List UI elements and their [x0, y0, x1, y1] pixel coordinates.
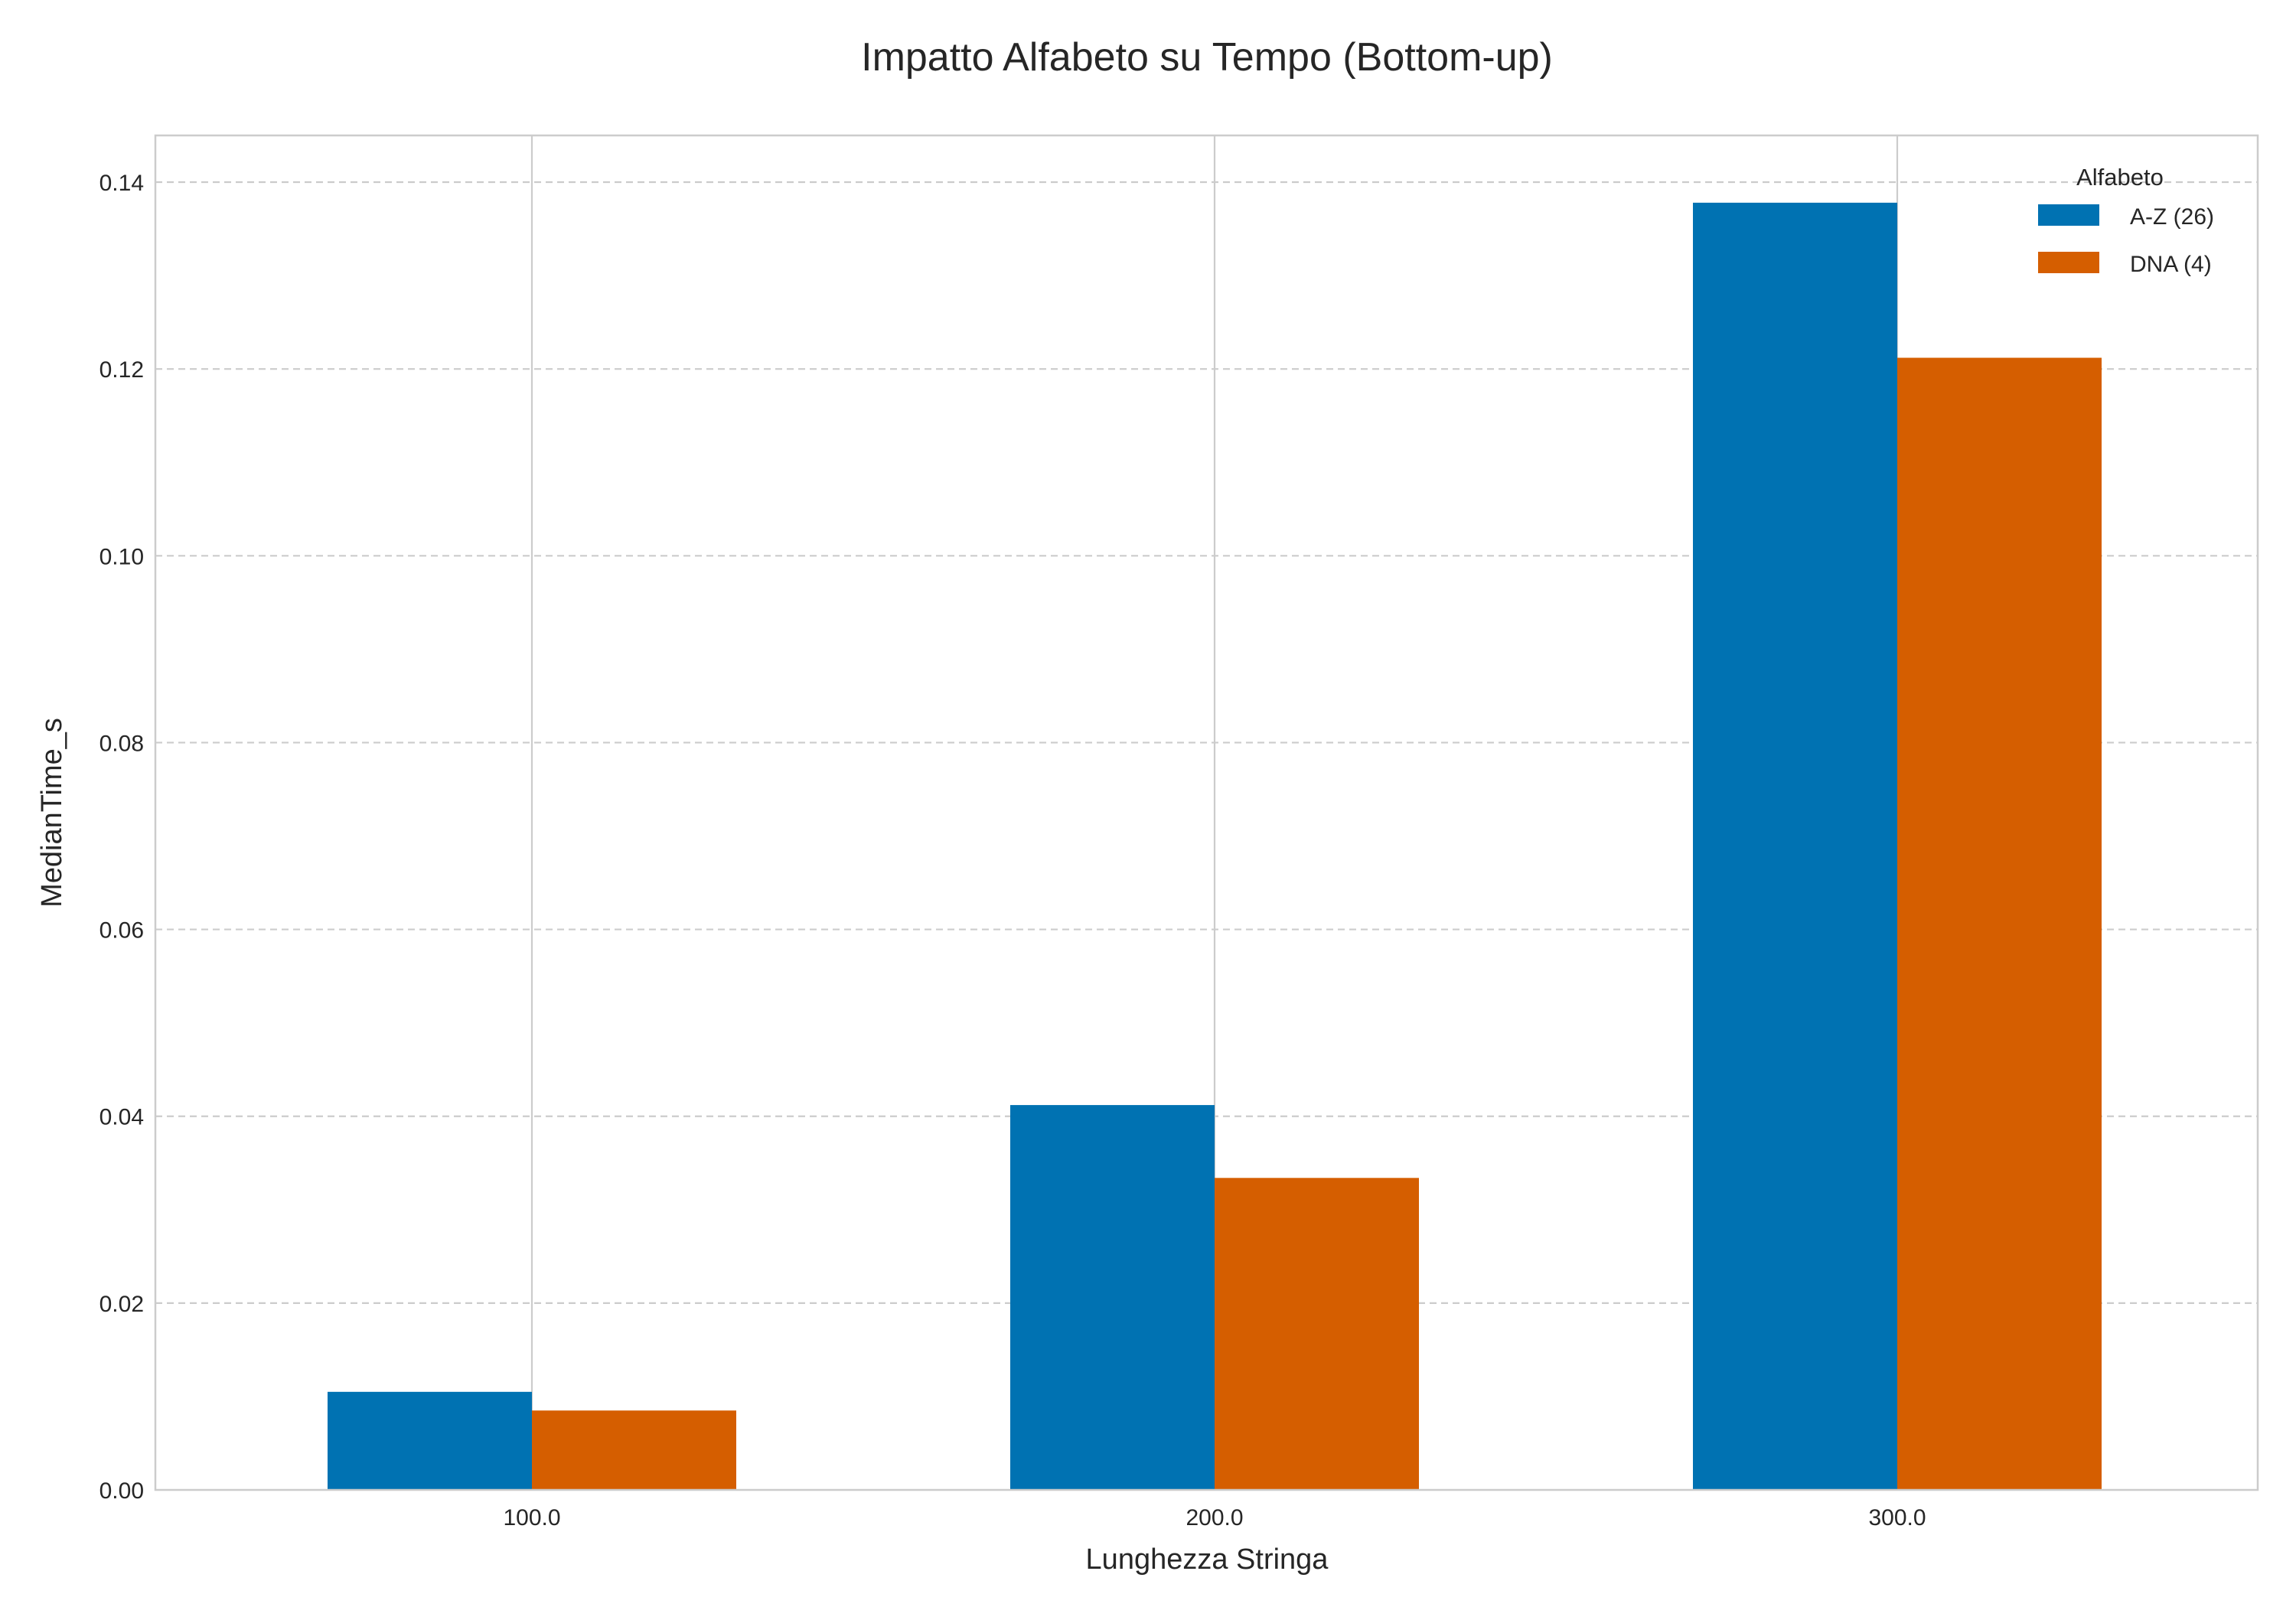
bar-az-200.0 [1010, 1105, 1215, 1490]
legend-label: A-Z (26) [2130, 204, 2214, 230]
y-tick-label: 0.10 [99, 544, 144, 569]
bar-dna-100.0 [532, 1410, 736, 1490]
y-tick-label: 0.08 [99, 731, 144, 756]
legend-items: A-Z (26) DNA (4) [2038, 204, 2214, 277]
x-tick-label: 100.0 [503, 1505, 560, 1530]
x-axis-label: Lunghezza Stringa [1086, 1543, 1329, 1576]
legend-swatch [2038, 252, 2099, 273]
legend-label: DNA (4) [2130, 252, 2212, 277]
legend: Alfabeto A-Z (26) DNA (4) [2038, 164, 2214, 277]
ticks-layer: 0.00 0.02 0.04 0.06 0.08 0.10 0.12 0.14 100.0 200… [99, 171, 1926, 1530]
legend-title: Alfabeto [2076, 164, 2164, 191]
y-tick-label: 0.12 [99, 357, 144, 383]
x-tick-label: 300.0 [1868, 1505, 1926, 1530]
chart-title: Impatto Alfabeto su Tempo (Bottom-up) [861, 35, 1553, 80]
y-tick-label: 0.04 [99, 1105, 144, 1130]
bar-az-300.0 [1693, 202, 1897, 1490]
y-axis-label: MedianTime_s [36, 718, 68, 908]
y-tick-label: 0.02 [99, 1292, 144, 1317]
y-tick-label: 0.06 [99, 918, 144, 944]
y-tick-label: 0.00 [99, 1478, 144, 1504]
plot-frame [154, 134, 2259, 1491]
bar-az-100.0 [328, 1391, 532, 1490]
legend-swatch [2038, 204, 2099, 226]
x-tick-label: 200.0 [1186, 1505, 1243, 1530]
bar-dna-200.0 [1215, 1178, 1419, 1490]
y-tick-label: 0.14 [99, 171, 144, 196]
bar-dna-300.0 [1897, 357, 2102, 1490]
bars-layer [328, 202, 2102, 1490]
